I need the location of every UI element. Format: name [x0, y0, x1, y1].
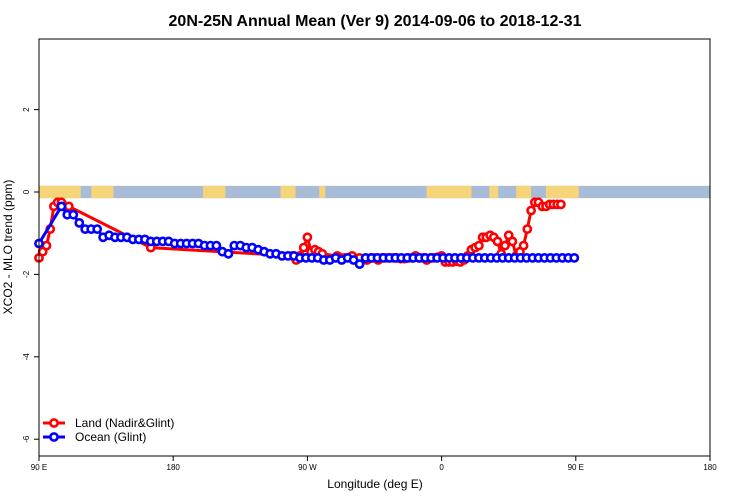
legend: Land (Nadir&Glint)Ocean (Glint): [43, 416, 174, 444]
map-land-2: [203, 185, 226, 199]
y-tick-label-3: -4: [22, 353, 31, 361]
series-1-point-4: [74, 217, 85, 228]
series-0-point-66: [518, 240, 529, 251]
map-strip: [39, 185, 710, 199]
legend-marker-1: [49, 432, 59, 442]
series-1-point-27: [211, 240, 222, 251]
chart-title: 20N-25N Annual Mean (Ver 9) 2014-09-06 t…: [169, 13, 582, 30]
y-tick-label-4: -6: [22, 435, 31, 443]
series-1-point-87: [569, 252, 580, 263]
y-tick-label-2: -2: [22, 270, 31, 278]
x-axis-label: Longitude (deg E): [327, 477, 422, 491]
map-land-5: [426, 185, 472, 199]
map-land-6: [489, 185, 499, 199]
series-1-point-1: [56, 201, 67, 212]
series-0-point-76: [556, 199, 566, 210]
series-layer: [34, 197, 580, 269]
map-land-0: [39, 185, 81, 199]
x-tick-label-0: 90 E: [31, 463, 47, 472]
series-0-point-63: [507, 236, 518, 247]
y-ticks: 2 0 -2 -4 -6: [22, 107, 39, 443]
series-0-point-13: [298, 242, 309, 253]
series-1-point-51: [354, 259, 365, 269]
series-1-point-7: [92, 224, 103, 234]
series-0-point-61: [500, 240, 510, 251]
map-land-1: [91, 185, 114, 199]
map-land-8: [545, 185, 579, 199]
series-0-point-54: [473, 240, 484, 251]
x-tick-label-3: 0: [439, 463, 444, 472]
series-0-point-2: [41, 240, 52, 251]
x-tick-label-5: 180: [703, 463, 717, 472]
series-1: [34, 201, 580, 269]
series-1-point-29: [223, 248, 234, 259]
map-land-7: [516, 185, 532, 199]
series-0-point-59: [492, 236, 503, 247]
y-tick-label-0: 2: [22, 107, 31, 112]
map-land-4: [319, 185, 326, 199]
x-tick-label-2: 90 W: [298, 463, 317, 472]
series-0-point-67: [522, 224, 533, 234]
series-1-point-3: [68, 209, 79, 220]
legend-marker-0: [49, 418, 59, 428]
y-axis-label: XCO2 - MLO trend (ppm): [1, 180, 15, 315]
series-0-point-14: [302, 232, 313, 243]
y-tick-label-1: 0: [22, 189, 31, 194]
plot-frame: [38, 38, 711, 457]
legend-label-0: Land (Nadir&Glint): [75, 416, 174, 430]
map-land-3: [280, 185, 296, 199]
x-ticks: 90 E 180 90 W 0 90 E 180: [31, 456, 717, 472]
x-tick-label-4: 90 E: [568, 463, 584, 472]
map-ocean: [39, 185, 710, 199]
series-0-point-68: [526, 205, 536, 216]
legend-label-1: Ocean (Glint): [75, 430, 146, 444]
x-tick-label-1: 180: [167, 463, 181, 472]
